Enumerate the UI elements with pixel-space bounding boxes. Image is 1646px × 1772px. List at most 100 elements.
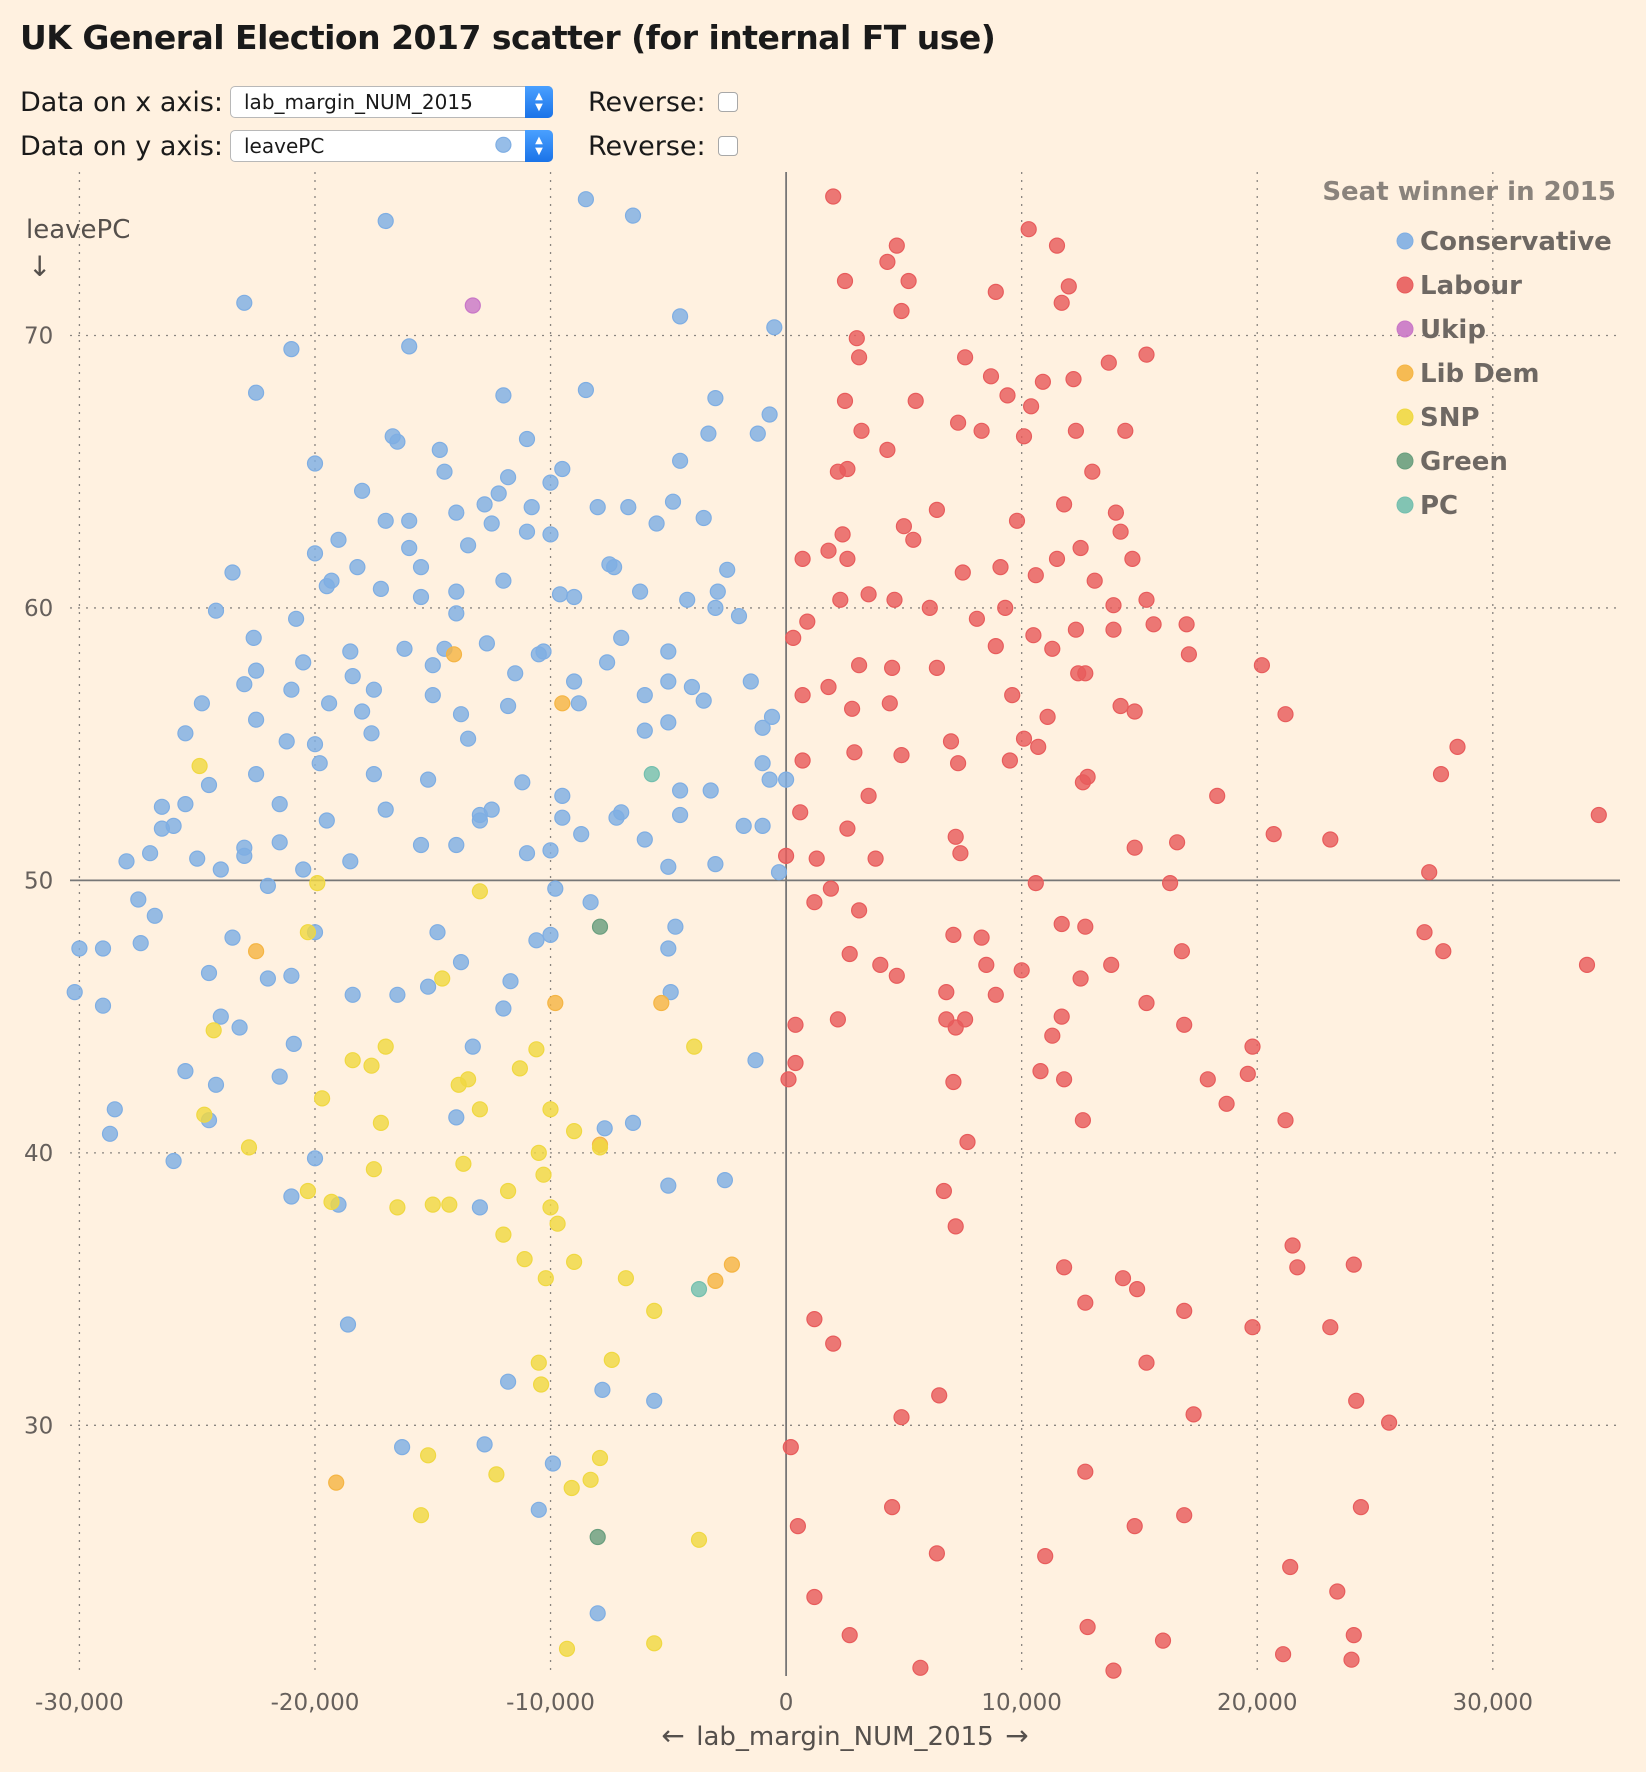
point-snp xyxy=(344,1052,361,1069)
point-snp xyxy=(205,1022,222,1039)
point-conservative xyxy=(514,774,531,791)
point-labour xyxy=(893,746,910,764)
point-snp xyxy=(372,1114,389,1132)
point-conservative xyxy=(207,602,225,619)
point-snp xyxy=(535,1166,552,1183)
point-conservative xyxy=(495,136,512,153)
point-labour xyxy=(1352,1498,1370,1516)
point-conservative xyxy=(200,776,218,794)
point-conservative xyxy=(589,499,606,516)
point-snp xyxy=(412,1507,430,1524)
point-conservative xyxy=(719,561,736,578)
down-arrow-icon: ↓ xyxy=(28,250,51,283)
point-conservative xyxy=(577,191,595,208)
point-conservative xyxy=(500,1373,517,1390)
point-conservative xyxy=(339,1316,357,1333)
point-labour xyxy=(1126,1517,1143,1535)
point-conservative xyxy=(342,643,359,660)
point-conservative xyxy=(71,940,88,957)
point-labour xyxy=(938,983,955,1001)
point-labour xyxy=(782,1438,799,1456)
point-labour xyxy=(1013,962,1030,979)
point-labour xyxy=(956,1011,974,1028)
point-snp xyxy=(299,924,316,941)
point-snp xyxy=(565,1122,583,1140)
point-conservative xyxy=(464,1038,481,1055)
point-conservative xyxy=(507,665,524,682)
point-conservative xyxy=(660,858,677,875)
point-conservative xyxy=(271,795,288,813)
point-labour xyxy=(1027,567,1044,584)
point-labour xyxy=(1032,1062,1049,1080)
point-conservative xyxy=(306,1150,324,1167)
point-labour xyxy=(997,599,1014,617)
point-conservative xyxy=(608,809,625,826)
point-conservative xyxy=(436,463,453,480)
point-labour xyxy=(1185,1406,1202,1423)
point-lib-dem xyxy=(653,994,670,1012)
point-labour xyxy=(956,349,974,366)
point-labour xyxy=(1112,523,1129,540)
point-labour xyxy=(1274,1646,1292,1663)
point-labour xyxy=(1107,504,1125,521)
point-conservative xyxy=(695,509,712,527)
point-labour xyxy=(1048,550,1066,568)
point-labour xyxy=(954,564,971,581)
point-labour xyxy=(1154,1632,1172,1649)
point-conservative xyxy=(321,695,338,712)
point-conservative xyxy=(523,499,540,516)
point-conservative xyxy=(354,482,371,499)
legend-label-labour: Labour xyxy=(1420,271,1522,301)
x-tick-label: 30,000 xyxy=(1453,1690,1533,1716)
point-labour xyxy=(841,1626,858,1644)
point-labour xyxy=(850,657,868,674)
y-reverse-checkbox[interactable] xyxy=(717,136,738,156)
point-snp xyxy=(196,1106,213,1123)
point-conservative xyxy=(648,515,665,532)
point-conservative xyxy=(631,583,649,600)
y-tick-label: 30 xyxy=(24,1413,53,1439)
point-labour xyxy=(883,659,901,677)
legend-label-pc: PC xyxy=(1420,491,1458,521)
legend-title: Seat winner in 2015 xyxy=(1322,177,1616,207)
point-snp xyxy=(542,1101,559,1118)
point-conservative xyxy=(754,817,771,835)
point-conservative xyxy=(429,924,446,941)
point-labour xyxy=(1322,1319,1339,1336)
point-conservative xyxy=(377,801,394,818)
point-snp xyxy=(495,1226,512,1243)
point-conservative xyxy=(177,725,194,742)
point-conservative xyxy=(153,798,170,815)
point-snp xyxy=(424,1196,441,1213)
x-reverse-checkbox[interactable] xyxy=(717,92,738,112)
point-labour xyxy=(1067,422,1085,439)
x-axis-select[interactable]: lab_margin_NUM_2015 ▲ ▼ xyxy=(230,86,553,118)
point-conservative xyxy=(224,564,241,581)
point-conservative xyxy=(236,676,253,693)
point-labour xyxy=(888,967,905,984)
point-conservative xyxy=(342,853,359,870)
point-conservative xyxy=(565,673,583,690)
point-labour xyxy=(1126,839,1143,856)
point-labour xyxy=(832,591,849,608)
point-conservative xyxy=(476,1436,493,1453)
point-snp xyxy=(314,1090,331,1107)
x-axis-controls: Data on x axis: lab_margin_NUM_2015 ▲ ▼ R… xyxy=(20,82,738,122)
point-conservative xyxy=(671,308,689,325)
point-labour xyxy=(1421,864,1438,881)
point-conservative xyxy=(384,428,401,445)
legend-label-lib-dem: Lib Dem xyxy=(1420,359,1539,389)
point-labour xyxy=(999,387,1016,404)
point-labour xyxy=(1039,708,1056,726)
point-conservative xyxy=(420,771,437,788)
point-conservative xyxy=(707,599,724,617)
y-tick-label: 70 xyxy=(24,323,53,349)
point-conservative xyxy=(700,425,717,442)
point-labour xyxy=(1128,1280,1146,1298)
point-conservative xyxy=(130,891,147,908)
point-labour xyxy=(808,850,825,867)
point-conservative xyxy=(542,842,559,859)
point-labour xyxy=(1435,943,1452,960)
point-conservative xyxy=(667,918,684,935)
